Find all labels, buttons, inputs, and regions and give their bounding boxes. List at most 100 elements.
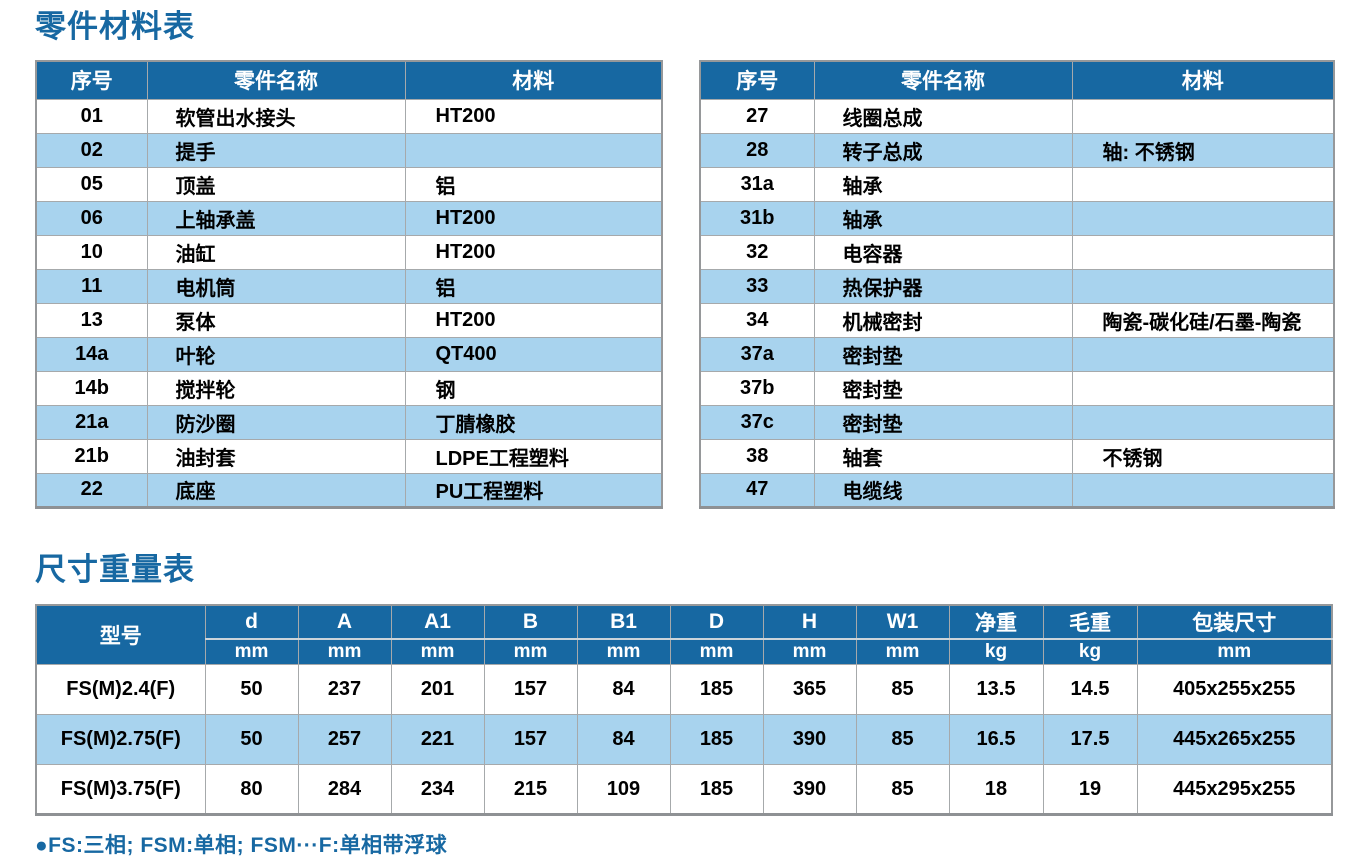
dimension-column-label: 毛重 — [1042, 604, 1138, 640]
col-header-material: 材料 — [1071, 60, 1335, 100]
dim-value-cell: 16.5 — [948, 714, 1044, 766]
dim-value-cell: 19 — [1042, 764, 1138, 816]
parts-table-left-body: 01 软管出水接头 HT200 02 提手 05 顶盖 铝 06 上轴承盖 HT… — [35, 98, 663, 508]
dimension-column-unit: kg — [1042, 637, 1138, 666]
part-material-cell: PU工程塑料 — [404, 472, 663, 508]
part-name-cell: 泵体 — [146, 302, 406, 338]
part-row: 01 软管出水接头 HT200 — [35, 98, 663, 134]
part-material-cell: HT200 — [404, 200, 663, 236]
part-material-cell: HT200 — [404, 302, 663, 338]
part-row: 06 上轴承盖 HT200 — [35, 200, 663, 236]
part-row: 33 热保护器 — [699, 268, 1335, 304]
part-name-cell: 电机筒 — [146, 268, 406, 304]
part-row: 11 电机筒 铝 — [35, 268, 663, 304]
part-name-cell: 上轴承盖 — [146, 200, 406, 236]
dimension-column-unit: mm — [204, 637, 299, 666]
dimension-column-label: A — [297, 604, 392, 640]
part-material-cell: 铝 — [404, 166, 663, 202]
part-name-cell: 底座 — [146, 472, 406, 508]
dimension-column-unit: mm — [576, 637, 671, 666]
part-number-cell: 37b — [699, 370, 815, 406]
dim-value-cell: 234 — [390, 764, 485, 816]
part-number-cell: 27 — [699, 98, 815, 134]
dim-value-cell: 80 — [204, 764, 299, 816]
part-row: 37a 密封垫 — [699, 336, 1335, 372]
dim-value-cell: 237 — [297, 664, 392, 716]
part-row: 27 线圈总成 — [699, 98, 1335, 134]
part-row: 31a 轴承 — [699, 166, 1335, 202]
col-header-index: 序号 — [699, 60, 815, 100]
dimension-column-unit: mm — [483, 637, 578, 666]
part-number-cell: 37a — [699, 336, 815, 372]
part-row: 14b 搅拌轮 钢 — [35, 370, 663, 406]
part-name-cell: 线圈总成 — [813, 98, 1073, 134]
parts-tables-container: 序号 零件名称 材料 01 软管出水接头 HT200 02 提手 05 顶盖 铝… — [35, 60, 1335, 509]
model-cell: FS(M)2.75(F) — [35, 714, 206, 766]
dim-value-cell: 84 — [576, 714, 671, 766]
part-material-cell: HT200 — [404, 98, 663, 134]
dimensions-header-units-row: mm mm mm mm mm mm mm mm kg kg mm — [36, 637, 1333, 666]
dimension-column-unit: mm — [762, 637, 857, 666]
part-number-cell: 14b — [35, 370, 148, 406]
dimensions-table-body: FS(M)2.4(F) 50 237 201 157 84 185 365 85… — [35, 664, 1333, 816]
part-material-cell: QT400 — [404, 336, 663, 372]
dim-value-cell: 445x265x255 — [1136, 714, 1333, 766]
part-name-cell: 油封套 — [146, 438, 406, 474]
parts-table-left: 序号 零件名称 材料 01 软管出水接头 HT200 02 提手 05 顶盖 铝… — [35, 60, 663, 509]
parts-table-right: 序号 零件名称 材料 27 线圈总成 28 转子总成 轴: 不锈钢 31a 轴承… — [699, 60, 1335, 509]
dimension-column-label: 包装尺寸 — [1136, 604, 1333, 640]
dim-value-cell: 201 — [390, 664, 485, 716]
part-number-cell: 01 — [35, 98, 148, 134]
part-row: 28 转子总成 轴: 不锈钢 — [699, 132, 1335, 168]
dimensions-header-labels-row: 型号 d A A1 B B1 D H W1 净重 毛重 包装尺寸 — [35, 604, 1333, 666]
dim-value-cell: 405x255x255 — [1136, 664, 1333, 716]
part-number-cell: 28 — [699, 132, 815, 168]
part-row: 37b 密封垫 — [699, 370, 1335, 406]
part-name-cell: 密封垫 — [813, 370, 1073, 406]
part-name-cell: 软管出水接头 — [146, 98, 406, 134]
part-name-cell: 电容器 — [813, 234, 1073, 270]
part-number-cell: 32 — [699, 234, 815, 270]
part-name-cell: 叶轮 — [146, 336, 406, 372]
model-cell: FS(M)3.75(F) — [35, 764, 206, 816]
part-name-cell: 机械密封 — [813, 302, 1073, 338]
part-number-cell: 14a — [35, 336, 148, 372]
part-number-cell: 13 — [35, 302, 148, 338]
dim-value-cell: 390 — [762, 764, 857, 816]
parts-table-right-header-row: 序号 零件名称 材料 — [699, 60, 1335, 100]
part-name-cell: 转子总成 — [813, 132, 1073, 168]
part-material-cell: 轴: 不锈钢 — [1071, 132, 1335, 168]
dim-value-cell: 85 — [855, 714, 950, 766]
part-material-cell — [1071, 472, 1335, 508]
dimensions-weight-table: 型号 d A A1 B B1 D H W1 净重 毛重 包装尺寸 mm mm m… — [35, 603, 1333, 817]
part-number-cell: 31b — [699, 200, 815, 236]
part-name-cell: 密封垫 — [813, 336, 1073, 372]
part-material-cell: 不锈钢 — [1071, 438, 1335, 474]
dimension-column-unit: kg — [948, 637, 1044, 666]
part-row: 05 顶盖 铝 — [35, 166, 663, 202]
dimension-column-unit: mm — [297, 637, 392, 666]
part-row: 38 轴套 不锈钢 — [699, 438, 1335, 474]
dimension-column-unit: mm — [1136, 637, 1333, 666]
model-column-header: 型号 — [35, 604, 206, 666]
dim-value-cell: 157 — [483, 664, 578, 716]
parts-table-right-body: 27 线圈总成 28 转子总成 轴: 不锈钢 31a 轴承 31b 轴承 32 … — [699, 98, 1335, 508]
part-material-cell: 丁腈橡胶 — [404, 404, 663, 440]
part-row: 47 电缆线 — [699, 472, 1335, 508]
part-name-cell: 油缸 — [146, 234, 406, 270]
part-row: 21b 油封套 LDPE工程塑料 — [35, 438, 663, 474]
dimension-row: FS(M)2.75(F) 50 257 221 157 84 185 390 8… — [35, 714, 1333, 766]
col-header-index: 序号 — [35, 60, 148, 100]
part-number-cell: 34 — [699, 302, 815, 338]
part-material-cell: 陶瓷-碳化硅/石墨-陶瓷 — [1071, 302, 1335, 338]
col-header-part-name: 零件名称 — [146, 60, 406, 100]
part-name-cell: 轴承 — [813, 166, 1073, 202]
part-number-cell: 06 — [35, 200, 148, 236]
part-material-cell — [1071, 166, 1335, 202]
part-material-cell — [1071, 268, 1335, 304]
part-row: 13 泵体 HT200 — [35, 302, 663, 338]
part-material-cell — [404, 132, 663, 168]
part-row: 31b 轴承 — [699, 200, 1335, 236]
model-cell: FS(M)2.4(F) — [35, 664, 206, 716]
dim-value-cell: 50 — [204, 714, 299, 766]
